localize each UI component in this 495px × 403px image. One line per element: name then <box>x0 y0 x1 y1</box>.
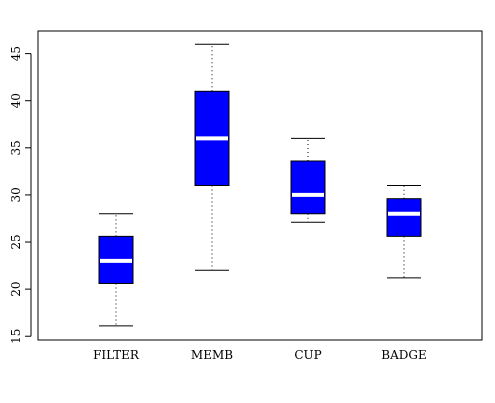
box-rect <box>290 160 326 215</box>
box-badge <box>386 185 422 279</box>
category-label: MEMB <box>191 348 233 362</box>
category-label: FILTER <box>93 348 140 362</box>
box-rect <box>386 198 422 237</box>
plot-frame <box>37 30 483 341</box>
y-tick-label: 35 <box>9 140 23 155</box>
y-tick-label: 15 <box>9 329 23 344</box>
box-filter <box>98 213 134 327</box>
x-axis-labels: FILTER MEMB CUP BADGE <box>93 348 427 362</box>
y-tick-label: 20 <box>9 281 23 296</box>
box-cup <box>290 137 326 223</box>
y-tick-label: 45 <box>9 46 23 61</box>
y-tick-label: 25 <box>9 234 23 249</box>
category-label: BADGE <box>381 348 426 362</box>
y-tick-label: 40 <box>9 93 23 108</box>
boxes <box>98 43 422 327</box>
y-axis: 15 20 25 30 35 40 45 <box>9 46 32 344</box>
y-tick-label: 30 <box>9 187 23 202</box>
category-label: CUP <box>294 348 321 362</box>
box-memb <box>194 43 230 271</box>
